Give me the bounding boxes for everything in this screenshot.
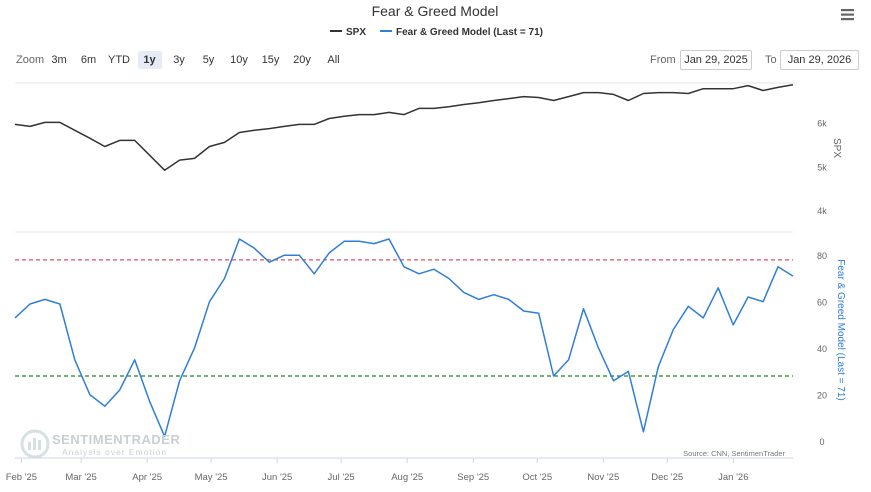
x-tick-label: Oct '25 — [522, 472, 552, 483]
y-axis-title: Fear & Greed Model (Last = 71) — [835, 259, 846, 400]
series-line — [14, 238, 794, 438]
from-input[interactable]: Jan 29, 2025 — [680, 50, 752, 70]
zoom-button[interactable]: 6m — [80, 54, 97, 66]
y-tick-label: 80 — [817, 251, 827, 261]
zoom-button[interactable]: 3m — [51, 54, 67, 66]
x-tick-label: Sep '25 — [457, 472, 489, 483]
y-tick-label: 0 — [819, 437, 824, 447]
zoom-button[interactable]: 10y — [230, 54, 248, 66]
y-tick-label: 4k — [817, 206, 827, 216]
watermark-logo — [20, 429, 50, 459]
x-tick-label: May '25 — [195, 472, 228, 483]
x-tick-label: Jan '26 — [718, 472, 748, 483]
y-tick-label: 40 — [817, 344, 827, 354]
series-line — [14, 84, 794, 171]
zoom-label: Zoom — [16, 54, 45, 66]
y-tick-label: 6k — [817, 118, 827, 128]
y-tick-label: 5k — [817, 162, 827, 172]
to-input[interactable]: Jan 29, 2026 — [780, 50, 859, 70]
x-tick-label: Jun '25 — [262, 472, 292, 483]
y-tick-label: 20 — [817, 391, 827, 401]
zoom-button[interactable]: 1y — [137, 51, 162, 69]
x-tick-label: Feb '25 — [6, 472, 37, 483]
x-tick-label: Mar '25 — [65, 472, 96, 483]
x-tick-label: Jul '25 — [328, 472, 355, 483]
legend-label: Fear & Greed Model (Last = 71) — [396, 27, 543, 38]
x-tick-label: Apr '25 — [132, 472, 162, 483]
zoom-button[interactable]: 15y — [261, 54, 280, 66]
zoom-button[interactable]: All — [327, 54, 340, 66]
x-tick-label: Nov '25 — [587, 472, 619, 483]
to-label: To — [765, 54, 777, 66]
x-tick-label: Dec '25 — [651, 472, 683, 483]
legend-label: SPX — [346, 27, 366, 38]
chart-title: Fear & Greed Model — [372, 3, 499, 19]
y-tick-label: 60 — [817, 298, 827, 308]
menu-icon[interactable] — [841, 9, 854, 21]
watermark-tagline: Analysis over Emotion — [62, 447, 167, 457]
zoom-button[interactable]: 3y — [173, 54, 185, 66]
zoom-button[interactable]: 20y — [293, 54, 311, 66]
from-label: From — [650, 54, 676, 66]
zoom-button[interactable]: YTD — [108, 54, 130, 66]
y-axis-title: SPX — [831, 138, 842, 158]
watermark-name: SENTIMENTRADER — [52, 432, 180, 447]
source-note: Source: CNN, SentimenTrader — [683, 449, 785, 458]
zoom-button[interactable]: 5y — [202, 54, 215, 66]
x-tick-label: Aug '25 — [391, 472, 423, 483]
